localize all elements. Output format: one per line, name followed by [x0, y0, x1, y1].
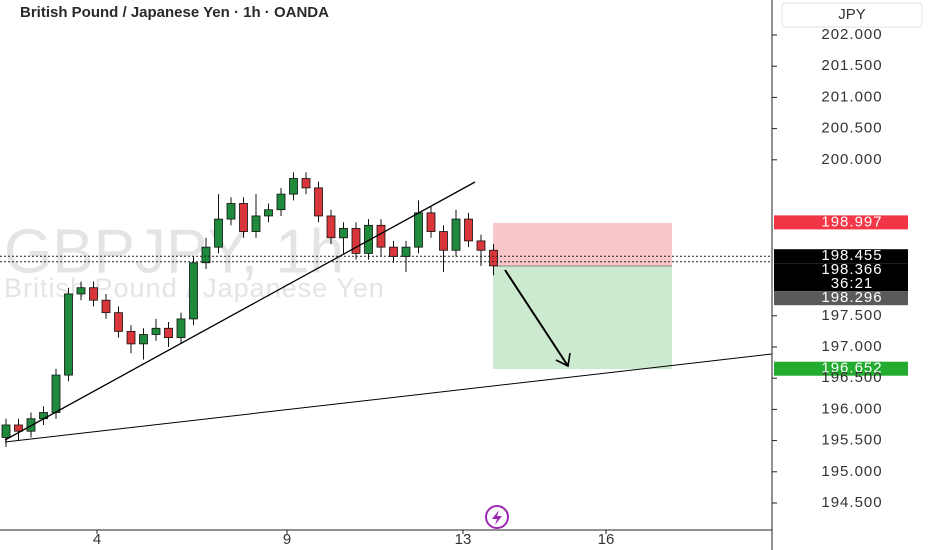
y-tick-label: 197.000 [821, 338, 882, 355]
price-tag [774, 361, 908, 376]
countdown-label: 36:21 [831, 275, 874, 292]
candle-body [151, 327, 161, 335]
candle-body [464, 218, 473, 242]
candle-body [64, 293, 73, 376]
candle-body [489, 249, 498, 267]
y-tick-label: 194.500 [821, 494, 882, 511]
candle-body [414, 212, 423, 248]
y-tick-label: 201.500 [821, 57, 882, 74]
candle-body [101, 299, 111, 314]
candle-body [351, 228, 361, 254]
event-bolt [492, 510, 502, 525]
candle-body [189, 262, 198, 320]
candle-body [164, 327, 173, 339]
candle-body [251, 215, 261, 232]
price-tag [774, 263, 908, 292]
chart-title: British Pound / Japanese Yen · 1h · OAND… [20, 4, 329, 21]
candle-body [76, 287, 86, 295]
watermark-symbol: GBPJPY, 1h [4, 217, 344, 286]
candle-body [364, 224, 373, 254]
currency-label[interactable]: JPY [838, 6, 866, 23]
price-tag [774, 249, 908, 264]
candle-body [339, 228, 348, 239]
candle-body [1, 424, 11, 438]
candles [1, 172, 498, 447]
price-tag [774, 291, 908, 306]
y-tick-label: 195.500 [821, 432, 882, 449]
watermark: GBPJPY, 1h British Pound / Japanese Yen [4, 217, 384, 303]
candle-body [301, 178, 311, 189]
y-tick-label: 195.000 [821, 463, 882, 480]
price-tag-label: 196.652 [821, 360, 882, 377]
candle-body [326, 215, 336, 239]
candle-body [476, 240, 486, 251]
candle-body [401, 246, 411, 257]
price-tag-label: 198.997 [821, 213, 882, 230]
candle-body [26, 418, 36, 432]
candle-body [314, 187, 323, 217]
y-tick-label: 200.500 [821, 120, 882, 137]
y-tick-label: 202.000 [821, 26, 882, 43]
candle-body [114, 312, 123, 332]
x-tick-label: 4 [93, 531, 101, 548]
candle-body [426, 212, 436, 232]
price-tag [774, 215, 908, 230]
arrow-head [555, 352, 571, 368]
candle-body [376, 224, 386, 248]
candle-body [176, 318, 186, 339]
candle-body [139, 334, 148, 345]
price-tag-label: 198.296 [821, 289, 882, 306]
x-tick-label: 9 [283, 531, 291, 548]
price-tag-label: 198.455 [821, 247, 882, 264]
arrow [504, 269, 569, 367]
candle-body [276, 193, 286, 211]
candle-body [389, 246, 398, 257]
candle-body [51, 374, 61, 413]
candle-body [201, 246, 211, 264]
candle-body [439, 231, 448, 251]
y-tick-label: 201.000 [821, 88, 882, 105]
candle-body [14, 424, 23, 432]
candle-body [89, 287, 98, 301]
x-tick-label: 16 [598, 531, 615, 548]
candle-body [126, 330, 136, 345]
target-zone [493, 266, 672, 369]
candle-body [226, 203, 236, 220]
trend-line [4, 353, 773, 443]
candle-body [289, 178, 298, 195]
y-tick-label: 196.000 [821, 400, 882, 417]
trend-line [4, 181, 476, 441]
x-tick-label: 13 [455, 531, 472, 548]
candle-body [264, 209, 273, 217]
y-tick-label: 200.000 [821, 151, 882, 168]
price-tag-label: 198.366 [821, 261, 882, 278]
stop-zone [493, 223, 672, 266]
candle-body [214, 218, 223, 248]
y-tick-label: 196.500 [821, 369, 882, 386]
currency-box[interactable] [781, 2, 923, 28]
candle-body [239, 203, 248, 232]
candle-body [451, 218, 461, 251]
y-tick-label: 197.500 [821, 307, 882, 324]
